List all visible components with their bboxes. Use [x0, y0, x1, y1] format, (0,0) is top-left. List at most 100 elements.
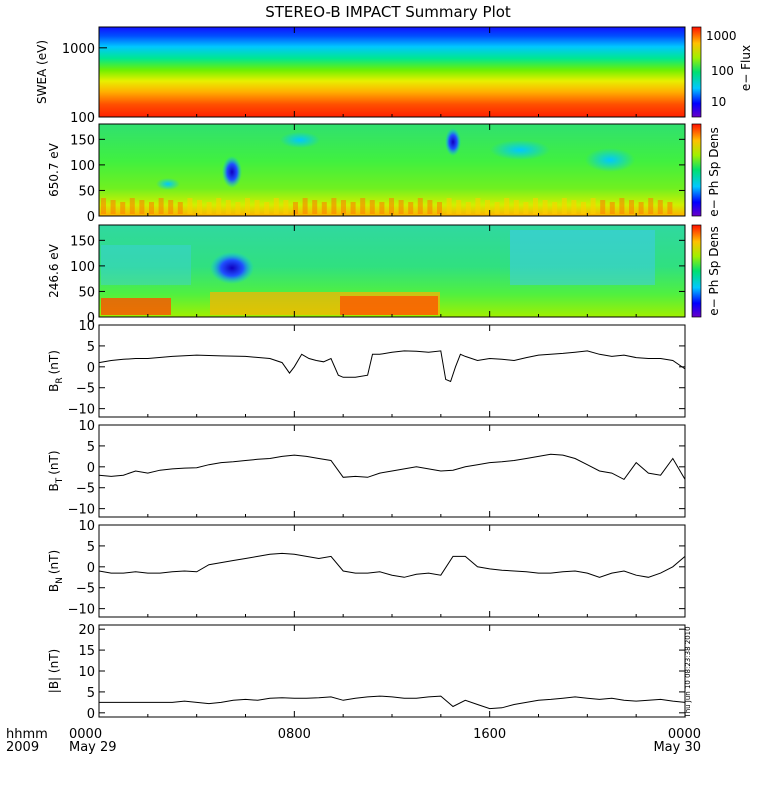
y-tick-label: 5 — [87, 686, 95, 701]
x-tick-label: 1600 — [473, 727, 506, 742]
colorbar-1-label: e− Flux — [739, 45, 753, 91]
pad-246-features — [101, 230, 655, 315]
pad-650-hotband — [389, 198, 394, 214]
y-tick-label: 50 — [78, 285, 95, 300]
bt-ylabel: BT (nT) — [47, 450, 65, 491]
y-tick-label: −5 — [76, 582, 95, 597]
y-tick-label: 0 — [87, 210, 95, 225]
pad-650-hotband — [523, 202, 529, 214]
pad-650-blob — [445, 128, 461, 156]
pad-650-hotband — [187, 198, 193, 214]
bt-ylabel-unit: (nT) — [47, 450, 61, 474]
pad-650-hotband — [350, 202, 356, 214]
pad-650-hotband — [302, 198, 308, 214]
pad-650-hotband — [600, 200, 606, 214]
pad-650-hotband — [581, 202, 586, 214]
pad-650-hotband — [504, 198, 510, 214]
bn-ylabel-main: B — [47, 584, 61, 592]
y-tick-label: −10 — [68, 503, 95, 518]
pad-650-hotband — [552, 202, 558, 214]
pad-246-panel — [98, 224, 686, 318]
pad-246-ylabel: 246.6 eV — [47, 243, 61, 298]
pad-650-hotband — [590, 198, 596, 214]
pad-650-hotband — [197, 200, 202, 214]
colorbar-1-tick-0: 1000 — [706, 29, 737, 43]
pad-650-hotband — [571, 200, 577, 214]
bn-ylabel-unit: (nT) — [47, 550, 61, 574]
bn-ylabel-sub: N — [55, 577, 65, 584]
pad-650-hotband — [475, 198, 481, 214]
pad-650-hotband — [110, 200, 116, 214]
pad-650-hotband — [158, 198, 164, 214]
y-tick-label: 10 — [78, 519, 95, 534]
x-tick-sublabel: May 30 — [653, 740, 701, 755]
pad-650-features — [101, 128, 673, 214]
br-ylabel-sub: R — [55, 377, 65, 383]
pad-650-hotband — [331, 198, 337, 214]
series-line — [98, 350, 686, 383]
pad-650-hotband — [139, 200, 145, 214]
y-tick-label: 100 — [70, 111, 95, 126]
pad-650-hotband — [485, 200, 490, 214]
y-tick-label: −5 — [76, 382, 95, 397]
pad-650-hotband — [619, 198, 625, 214]
swea-panel — [98, 26, 686, 118]
bn-ylabel: BN (nT) — [47, 550, 65, 592]
series-line — [99, 695, 686, 710]
pad-650-blob — [490, 140, 550, 160]
pad-650-hotband — [360, 198, 366, 214]
y-tick-label: 0 — [87, 461, 95, 476]
pad-650-hotband — [629, 200, 634, 214]
pad-650-hotband — [379, 202, 385, 214]
pad-650-hotband — [129, 198, 135, 214]
pad-650-hotband — [293, 202, 298, 214]
colorbar-1: 1000 100 10 e− Flux — [691, 26, 753, 118]
colorbar-1-tick-2: 10 — [711, 95, 726, 109]
y-tick-label: 1000 — [62, 42, 95, 57]
y-tick-label: 0 — [87, 361, 95, 376]
pad-650-blob — [280, 132, 320, 148]
y-tick-label: 100 — [70, 159, 95, 174]
pad-650-hotband — [542, 200, 548, 214]
bt-ylabel-sub: T — [55, 477, 65, 484]
pad-246-cyan-region — [510, 230, 655, 285]
pad-650-hotband — [408, 202, 414, 214]
pad-650-hotband — [312, 200, 318, 214]
swea-ylabel: SWEA (eV) — [35, 40, 49, 104]
pad-650-hotband — [120, 202, 126, 214]
pad-650-hotband — [149, 202, 154, 214]
pad-650-blob — [156, 178, 180, 190]
pad-650-hotband — [417, 198, 423, 214]
swea-heatmap — [99, 27, 685, 117]
y-tick-label: 0 — [87, 311, 95, 326]
pad-650-hotband — [648, 198, 654, 214]
y-tick-label: 150 — [70, 234, 95, 249]
pad-650-hotband — [369, 200, 375, 214]
y-tick-label: 5 — [87, 540, 95, 555]
x-corner-bottom: 2009 — [6, 740, 39, 755]
y-tick-label: 5 — [87, 440, 95, 455]
y-tick-label: 0 — [87, 707, 95, 722]
pad-650-hotband — [245, 198, 250, 214]
br-ylabel-unit: (nT) — [47, 350, 61, 374]
pad-650-hotband — [235, 202, 241, 214]
pad-650-hotband — [667, 202, 673, 214]
y-tick-label: −10 — [68, 403, 95, 418]
y-tick-label: 10 — [78, 419, 95, 434]
y-tick-label: 20 — [78, 623, 95, 638]
pad-650-hotband — [437, 202, 442, 214]
pad-650-hotband — [321, 202, 327, 214]
pad-650-hotband — [609, 202, 615, 214]
pad-650-hotband — [216, 198, 222, 214]
pad-650-hotband — [264, 202, 270, 214]
pad-650-panel — [98, 123, 686, 217]
pad-650-hotband — [494, 202, 500, 214]
y-tick-label: 10 — [78, 319, 95, 334]
series-line — [98, 552, 686, 578]
pad-650-hotband — [533, 198, 538, 214]
series-line — [98, 453, 686, 481]
pad-650-hotband — [657, 200, 663, 214]
